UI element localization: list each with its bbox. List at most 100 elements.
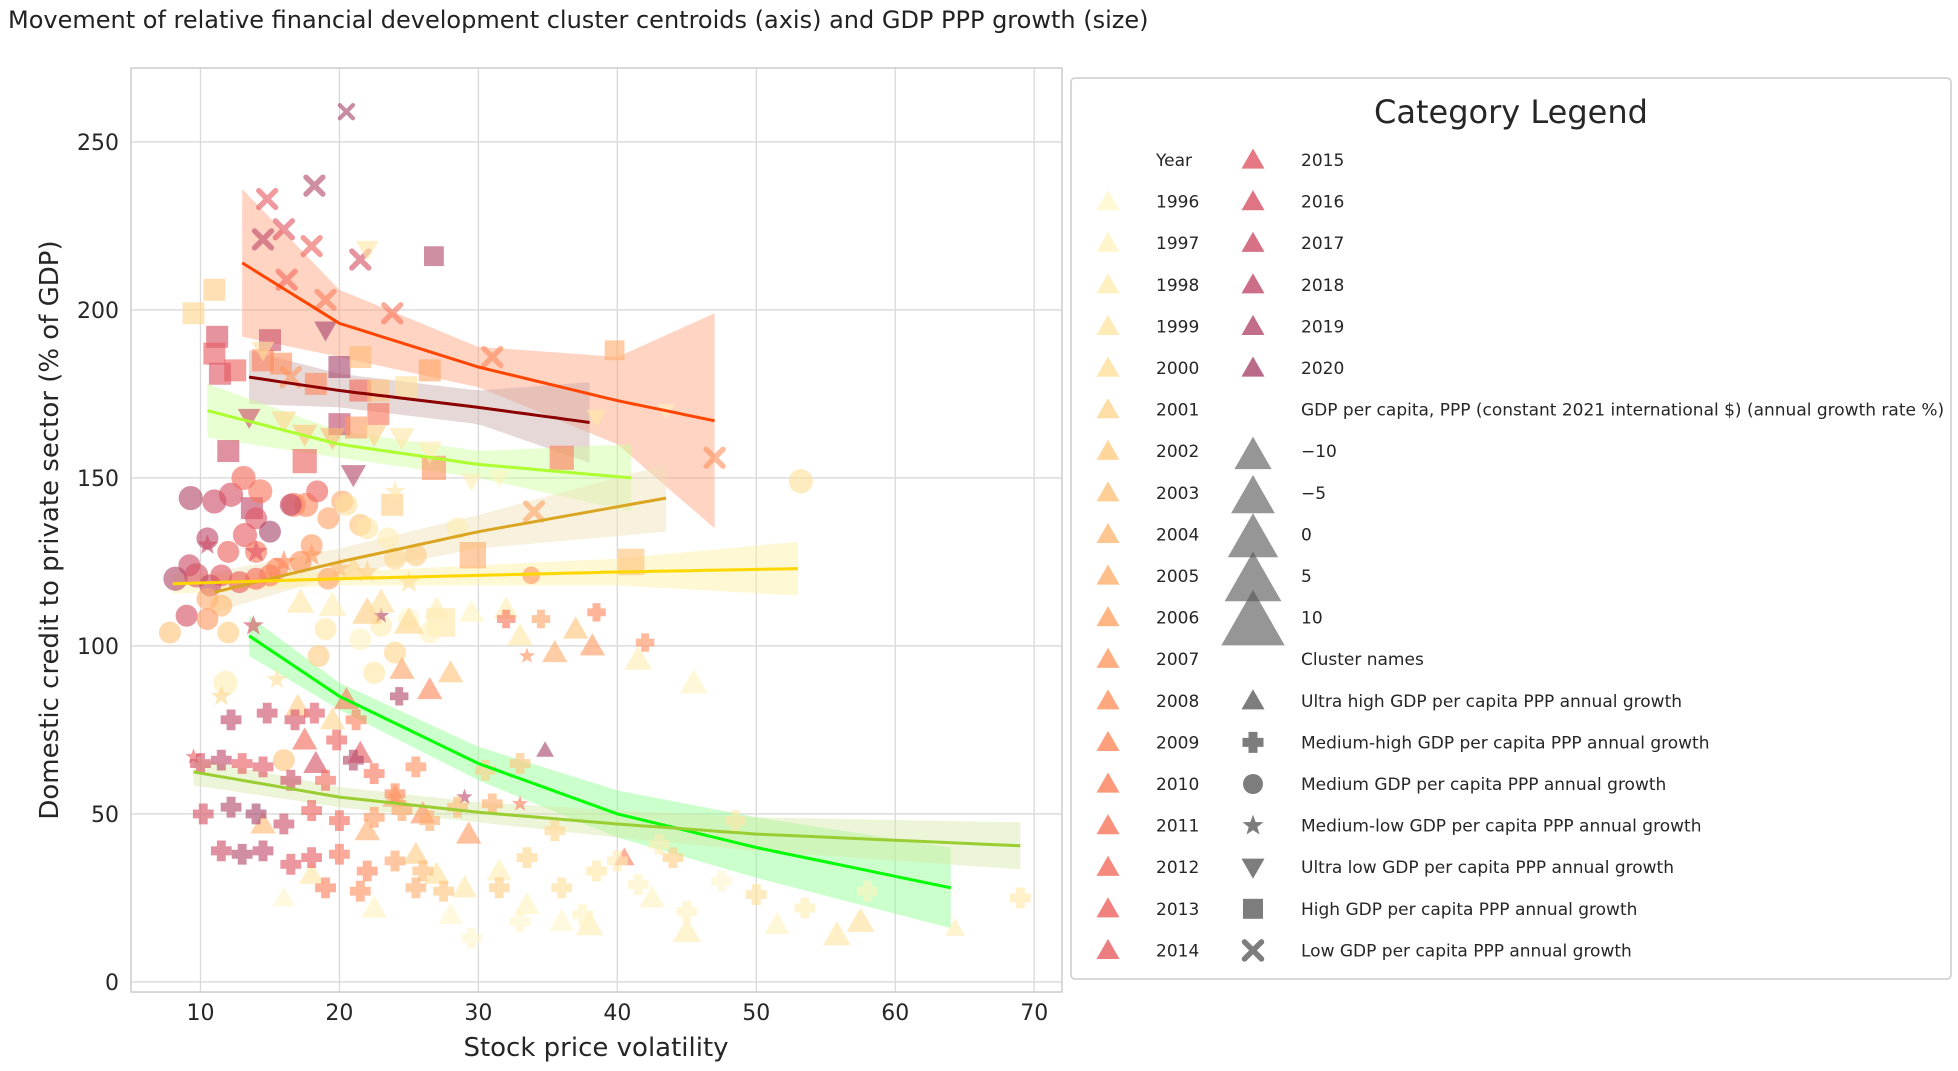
- plus-point: [662, 847, 684, 868]
- circle-point: [232, 522, 258, 548]
- plus-point: [315, 769, 336, 791]
- circle-point: [196, 608, 219, 631]
- circle-point: [258, 520, 281, 543]
- star-point: [327, 556, 351, 579]
- plus-point: [725, 810, 746, 832]
- circle-point: [314, 618, 337, 641]
- triangle-up-point: [352, 597, 383, 624]
- legend-year-marker: [1096, 190, 1120, 211]
- triangle-up-point: [679, 668, 708, 694]
- plus-point: [220, 709, 242, 731]
- plus-point: [572, 904, 593, 926]
- x-tick-label: 20: [325, 1001, 353, 1026]
- regression-lines: [172, 261, 1021, 890]
- legend-cluster-marker: [1242, 814, 1264, 835]
- legend-label: GDP per capita, PPP (constant 2021 inter…: [1301, 401, 1944, 421]
- plus-point: [551, 877, 573, 899]
- star-point: [373, 607, 390, 623]
- plot-frame: [130, 67, 1063, 993]
- plus-point: [509, 753, 531, 774]
- square-point: [182, 302, 205, 325]
- square-point: [328, 356, 351, 379]
- regression-line: [248, 634, 952, 890]
- plus-point: [711, 870, 732, 892]
- circle-point: [335, 493, 358, 516]
- triangle-up-point: [486, 858, 512, 881]
- legend-label: Low GDP per capita PPP annual growth: [1301, 941, 1632, 961]
- legend-cluster-marker: [1241, 858, 1265, 879]
- tick-labels: 10 20 30 40 50 60 70 0 50 100 150 200 250: [77, 131, 1048, 1026]
- triangle-up-point: [367, 588, 396, 613]
- star-point: [266, 668, 288, 689]
- legend-label: Medium-high GDP per capita PPP annual gr…: [1301, 733, 1710, 753]
- scatter-points: [158, 103, 1031, 949]
- legend-label: 2007: [1156, 650, 1199, 670]
- star-point: [397, 570, 421, 592]
- x-point: [381, 302, 404, 325]
- plus-point: [326, 729, 348, 751]
- legend-year-marker: [1096, 231, 1120, 252]
- triangle-up-point: [536, 741, 554, 757]
- plus-point: [280, 769, 302, 791]
- plus-point: [447, 796, 468, 818]
- triangle-down-point: [586, 409, 607, 428]
- legend-label: 1998: [1156, 276, 1199, 296]
- plus-point: [345, 709, 367, 731]
- plus-point: [329, 843, 350, 865]
- triangle-up-point: [298, 861, 325, 884]
- triangle-up-point: [624, 645, 653, 670]
- triangle-up-point: [764, 912, 790, 935]
- star-point: [242, 614, 264, 635]
- legend-cluster-marker: [1241, 689, 1265, 710]
- legend-cluster-marker: [1243, 898, 1263, 919]
- legend-year-marker: [1096, 855, 1120, 876]
- plus-point: [220, 796, 242, 818]
- triangle-up-point: [579, 633, 605, 656]
- circle-point: [349, 628, 372, 651]
- circle-point: [163, 566, 188, 591]
- plus-point: [384, 783, 406, 805]
- plus-point: [433, 880, 455, 902]
- star-point: [211, 685, 232, 706]
- triangle-down-point: [361, 424, 387, 447]
- legend-label: 2015: [1301, 151, 1344, 171]
- plus-point: [516, 847, 538, 868]
- legend-year-marker: [1096, 772, 1120, 793]
- circle-point: [245, 507, 268, 530]
- y-tick-label: 0: [105, 971, 119, 996]
- circle-point: [377, 527, 400, 550]
- square-point: [367, 379, 390, 402]
- triangle-up-point: [292, 727, 318, 750]
- triangle-up-point: [424, 596, 450, 619]
- x-tick-label: 10: [186, 1001, 214, 1026]
- star-point: [185, 748, 202, 764]
- legend-year-marker: [1096, 273, 1120, 294]
- plus-point: [363, 806, 385, 828]
- triangle-up-point: [944, 918, 966, 936]
- star-point: [244, 539, 268, 562]
- regression-line: [214, 496, 667, 594]
- legend-label: 2000: [1156, 359, 1199, 379]
- regression-line: [248, 375, 590, 424]
- plus-point: [461, 927, 482, 949]
- square-point: [304, 372, 327, 395]
- plus-point: [231, 843, 253, 865]
- square-point: [270, 352, 293, 375]
- plus-point: [488, 877, 510, 899]
- square-point: [549, 445, 574, 470]
- triangle-up-point: [549, 908, 575, 931]
- triangle-up-point: [822, 920, 851, 946]
- square-point: [424, 246, 444, 267]
- star-point: [384, 480, 406, 501]
- circle-point: [272, 749, 295, 772]
- triangle-up-point: [318, 591, 347, 617]
- plus-point: [256, 702, 278, 724]
- legend-label: 1996: [1156, 193, 1199, 213]
- plus-point: [627, 874, 649, 895]
- plus-point: [419, 810, 441, 832]
- x-point: [314, 288, 337, 311]
- legend-year-marker: [1241, 356, 1265, 377]
- plus-point: [301, 847, 323, 868]
- plus-point: [273, 813, 295, 835]
- triangle-up-point: [272, 886, 296, 907]
